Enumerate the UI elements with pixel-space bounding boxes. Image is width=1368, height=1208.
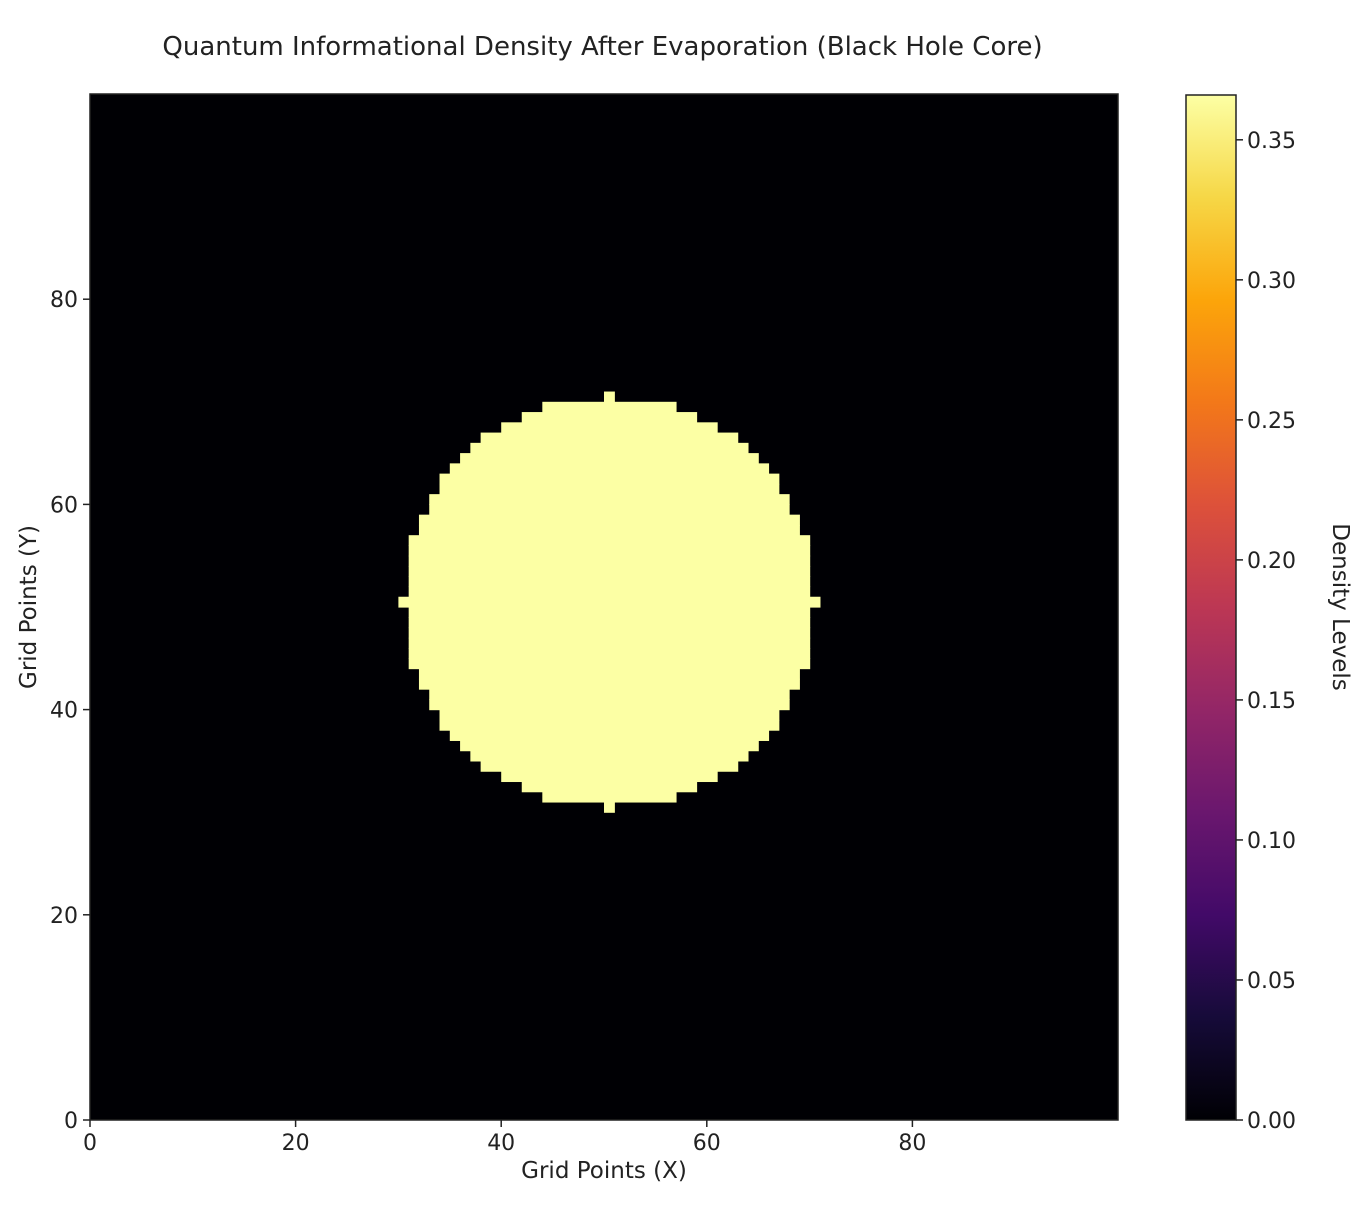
colorbar-tick-label: 0.25 — [1247, 409, 1296, 434]
density-cell-row — [439, 719, 780, 731]
x-axis-ticks: 0 20 40 60 80 — [83, 1120, 926, 1156]
density-cell-row — [418, 524, 800, 536]
density-cell-row — [408, 555, 811, 567]
density-cell-row — [418, 668, 800, 680]
y-axis-label: Grid Points (Y) — [16, 525, 42, 689]
y-tick-label: 80 — [50, 288, 78, 313]
density-cell-row — [418, 678, 800, 690]
x-tick-label: 0 — [83, 1131, 97, 1156]
density-cell-row — [470, 750, 749, 762]
density-cell-row — [418, 514, 800, 526]
density-cell-row — [429, 689, 790, 700]
colorbar: 0.00 0.05 0.10 0.15 0.20 0.25 0.30 0.35 Density… — [1185, 94, 1353, 1134]
y-tick-label: 0 — [64, 1109, 78, 1134]
y-axis-ticks: 0 20 40 60 80 — [50, 288, 90, 1134]
density-cell-row — [521, 412, 698, 423]
colorbar-tick-label: 0.05 — [1247, 969, 1296, 994]
density-cell-row — [460, 740, 759, 752]
density-cell-row — [408, 607, 811, 618]
x-axis-label: Grid Points (X) — [521, 1158, 687, 1184]
density-cell-row — [521, 781, 698, 793]
density-cell-row — [429, 504, 790, 516]
density-cell-row — [439, 473, 780, 485]
colorbar-gradient — [1185, 94, 1237, 1121]
colorbar-tick-label: 0.10 — [1247, 829, 1296, 854]
density-cell-row — [408, 535, 811, 547]
colorbar-tick-label: 0.00 — [1247, 1109, 1296, 1134]
density-cell-row — [439, 709, 780, 721]
density-cell-row — [408, 627, 811, 639]
density-cell-row — [408, 545, 811, 557]
x-tick-label: 40 — [487, 1131, 515, 1156]
density-cell-row — [408, 648, 811, 659]
x-tick-label: 80 — [898, 1131, 926, 1156]
x-tick-label: 60 — [693, 1131, 721, 1156]
density-cell-row — [408, 637, 811, 649]
density-cell-row — [542, 791, 677, 803]
density-cell-row — [449, 730, 770, 741]
density-cell-row — [439, 483, 780, 495]
density-cell-row — [604, 391, 615, 403]
density-cell-row — [429, 494, 790, 505]
density-cell-row — [408, 658, 811, 670]
density-cell-row — [542, 401, 677, 413]
plot-frame — [89, 93, 1119, 1121]
colorbar-tick-label: 0.30 — [1247, 269, 1296, 294]
plot-area — [89, 93, 1119, 1121]
density-cell-row — [408, 617, 811, 629]
colorbar-tick-label: 0.20 — [1247, 549, 1296, 574]
density-disk — [398, 391, 821, 813]
density-cell-row — [449, 463, 770, 475]
density-cell-row — [470, 442, 749, 454]
density-cell-row — [398, 596, 821, 608]
density-cell-row — [408, 586, 811, 598]
y-tick-label: 40 — [50, 699, 78, 724]
colorbar-tick-label: 0.15 — [1247, 689, 1296, 714]
colorbar-label: Density Levels — [1327, 523, 1353, 690]
density-cell-row — [480, 760, 739, 772]
density-cell-row — [460, 453, 759, 464]
density-cell-row — [480, 432, 739, 444]
x-tick-label: 20 — [282, 1131, 310, 1156]
colorbar-tick-label: 0.35 — [1247, 129, 1296, 154]
density-cell-row — [604, 801, 615, 813]
density-cell-row — [501, 771, 718, 783]
density-cell-row — [501, 422, 718, 434]
density-cell-row — [408, 565, 811, 577]
colorbar-ticks: 0.00 0.05 0.10 0.15 0.20 0.25 0.30 0.35 — [1236, 129, 1296, 1134]
density-cell-row — [429, 699, 790, 711]
chart-title: Quantum Informational Density After Evap… — [162, 32, 1043, 62]
density-cell-row — [408, 576, 811, 588]
y-tick-label: 20 — [50, 904, 78, 929]
y-tick-label: 60 — [50, 493, 78, 518]
